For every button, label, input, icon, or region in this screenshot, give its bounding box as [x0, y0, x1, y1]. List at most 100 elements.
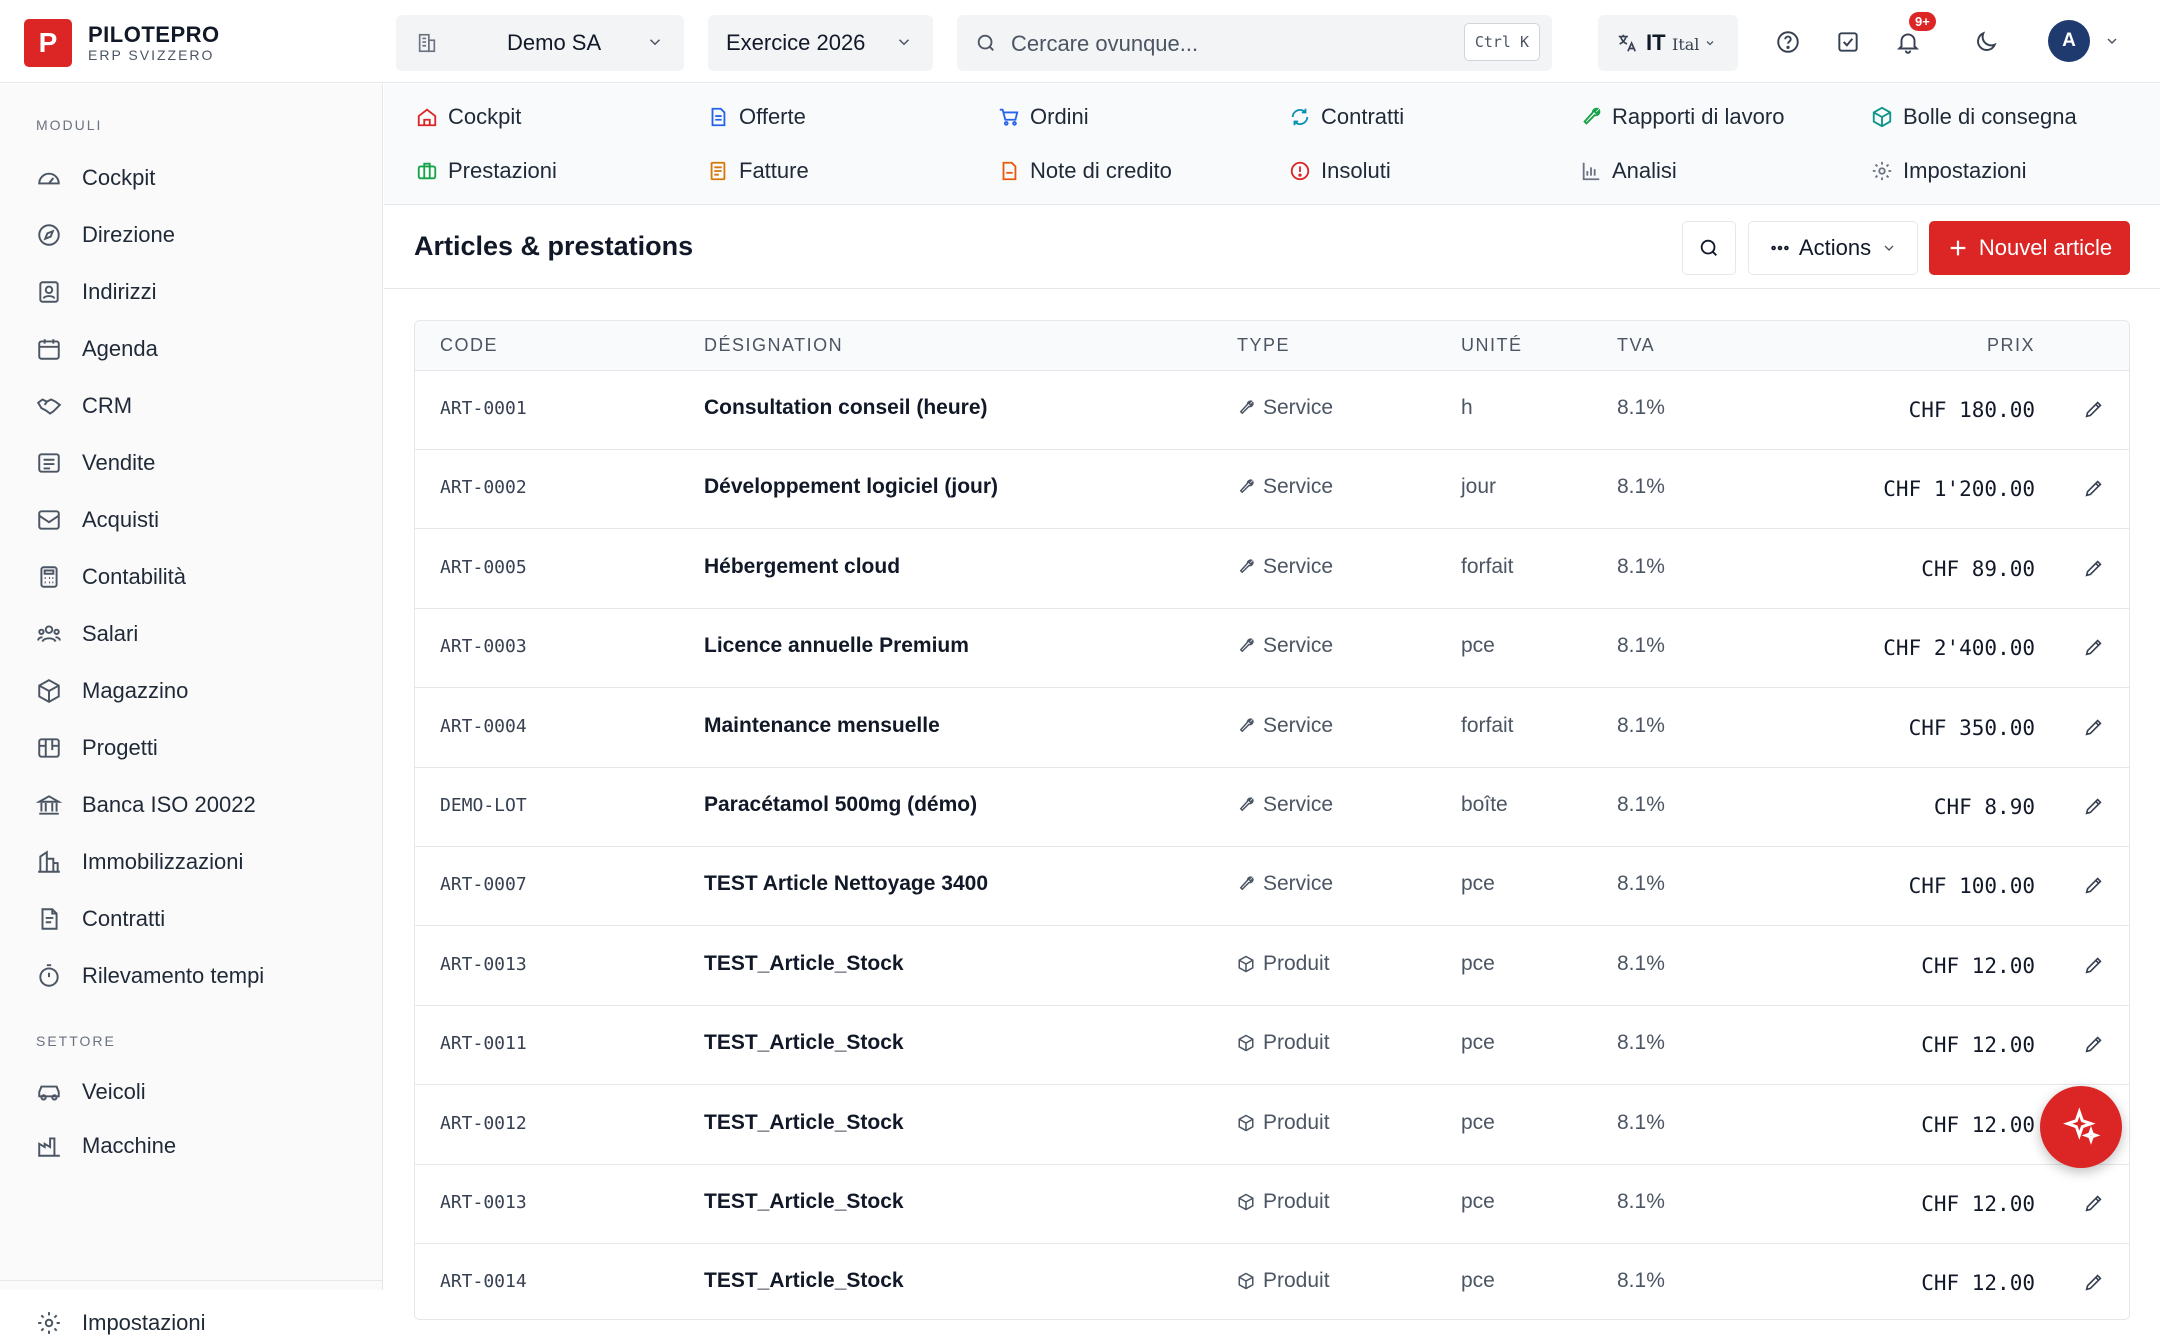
chevron-down-icon	[2104, 33, 2120, 49]
module-tab-prestazioni[interactable]: Prestazioni	[416, 158, 557, 184]
module-tab-rapporti-di-lavoro[interactable]: Rapporti di lavoro	[1580, 104, 1784, 130]
edit-row-button[interactable]	[2083, 795, 2105, 817]
fiscal-year-select[interactable]: Exercice 2026	[708, 15, 933, 71]
sidebar-item-banca[interactable]: Banca ISO 20022	[36, 792, 256, 818]
cell-designation[interactable]: Hébergement cloud	[704, 554, 901, 578]
edit-row-button[interactable]	[2083, 477, 2105, 499]
company-select[interactable]: Demo SA	[396, 15, 684, 71]
sidebar-item-contabilita[interactable]: Contabilità	[36, 564, 186, 590]
cell-designation[interactable]: TEST_Article_Stock	[704, 951, 904, 975]
sidebar-item-magazzino[interactable]: Magazzino	[36, 678, 188, 704]
module-tab-cockpit[interactable]: Cockpit	[416, 104, 521, 130]
module-tab-bolle-di-consegna[interactable]: Bolle di consegna	[1871, 104, 2077, 130]
edit-row-button[interactable]	[2083, 874, 2105, 896]
cell-type: Service	[1237, 555, 1333, 579]
table-row[interactable]: DEMO-LOT Paracétamol 500mg (démo) Service b…	[415, 768, 2129, 847]
cell-designation[interactable]: Maintenance mensuelle	[704, 713, 940, 737]
app-logo[interactable]: P PILOTEPRO ERP SVIZZERO	[24, 19, 220, 67]
module-tab-ordini[interactable]: Ordini	[998, 104, 1089, 130]
module-tab-fatture[interactable]: Fatture	[707, 158, 809, 184]
table-row[interactable]: ART-0002 Développement logiciel (jour) Ser…	[415, 450, 2129, 530]
edit-row-button[interactable]	[2083, 716, 2105, 738]
cell-type-label: Produit	[1263, 1269, 1330, 1293]
column-header-code[interactable]: CODE	[440, 335, 499, 355]
cell-designation[interactable]: Consultation conseil (heure)	[704, 396, 988, 419]
module-tab-note-di-credito[interactable]: Note di credito	[998, 158, 1172, 184]
table-row[interactable]: ART-0013 TEST_Article_Stock Produit pce 8.1%…	[415, 1165, 2129, 1244]
module-tab-analisi[interactable]: Analisi	[1580, 158, 1677, 184]
cell-unit: pce	[1461, 1269, 1495, 1293]
language-select[interactable]: IT Ital	[1598, 15, 1738, 71]
search-shortcut: Ctrl K	[1463, 23, 1540, 61]
gauge-icon	[38, 172, 60, 185]
notifications-button[interactable]: 9+	[1888, 12, 1936, 62]
translate-icon	[1616, 32, 1638, 54]
edit-row-button[interactable]	[2083, 1033, 2105, 1055]
edit-row-button[interactable]	[2083, 557, 2105, 579]
table-row[interactable]: ART-0003 Licence annuelle Premium Service p…	[415, 609, 2129, 689]
sidebar-item-salari[interactable]: Salari	[36, 621, 138, 647]
sidebar-item-label: Veicoli	[82, 1079, 146, 1104]
pencil-icon	[2083, 874, 2105, 896]
search-button[interactable]	[1682, 221, 1736, 275]
sidebar-item-vendite[interactable]: Vendite	[36, 450, 155, 476]
table-row[interactable]: ART-0014 TEST_Article_Stock Produit pce 8.1%…	[415, 1244, 2129, 1319]
cell-type-label: Service	[1263, 713, 1334, 737]
sidebar-item-macchine[interactable]: Macchine	[36, 1133, 176, 1159]
table-row[interactable]: ART-0012 TEST_Article_Stock Produit pce 8.1%…	[415, 1085, 2129, 1165]
sidebar-item-direzione[interactable]: Direzione	[36, 222, 175, 248]
cell-designation[interactable]: Paracétamol 500mg (démo)	[704, 793, 978, 816]
cell-designation[interactable]: TEST_Article_Stock	[704, 1031, 904, 1055]
car-icon	[38, 1085, 60, 1101]
table-row[interactable]: ART-0001 Consultation conseil (heure) Serv…	[415, 371, 2129, 450]
sidebar-item-progetti[interactable]: Progetti	[36, 735, 158, 761]
new-article-button[interactable]: Nouvel article	[1929, 221, 2130, 275]
cell-designation[interactable]: TEST_Article_Stock	[704, 1269, 904, 1293]
wrench-icon	[1237, 478, 1263, 496]
sidebar-item-rilevamento-tempi[interactable]: Rilevamento tempi	[36, 963, 264, 989]
module-tab-contratti[interactable]: Contratti	[1289, 104, 1404, 130]
actions-button[interactable]: Actions	[1748, 221, 1918, 275]
module-tab-offerte[interactable]: Offerte	[707, 104, 806, 130]
table-row[interactable]: ART-0011 TEST_Article_Stock Produit pce 8.1%…	[415, 1006, 2129, 1086]
column-header-tva[interactable]: TVA	[1617, 335, 1656, 355]
sidebar-item-crm[interactable]: CRM	[36, 393, 132, 419]
edit-row-button[interactable]	[2083, 1271, 2105, 1293]
dark-mode-toggle[interactable]	[1966, 22, 2006, 62]
cell-designation[interactable]: Licence annuelle Premium	[704, 634, 969, 658]
sidebar-item-veicoli[interactable]: Veicoli	[36, 1079, 146, 1105]
ai-assistant-button[interactable]	[2040, 1086, 2122, 1168]
module-tab-impostazioni[interactable]: Impostazioni	[1871, 158, 2027, 184]
user-menu[interactable]: A	[2048, 20, 2120, 62]
sidebar-item-impostazioni[interactable]: Impostazioni	[36, 1310, 206, 1336]
sidebar-item-indirizzi[interactable]: Indirizzi	[36, 279, 157, 305]
edit-row-button[interactable]	[2083, 398, 2105, 420]
cell-designation[interactable]: TEST_Article_Stock	[704, 1190, 904, 1213]
global-search[interactable]: Cercare ovunque... Ctrl K	[957, 15, 1552, 71]
cell-designation[interactable]: TEST Article Nettoyage 3400	[704, 872, 988, 896]
table-row[interactable]: ART-0007 TEST Article Nettoyage 3400 Servi…	[415, 847, 2129, 927]
tasks-button[interactable]	[1828, 22, 1868, 62]
table-row[interactable]: ART-0004 Maintenance mensuelle Service forf…	[415, 688, 2129, 768]
cell-code: ART-0002	[440, 477, 527, 499]
column-header-price[interactable]: PRIX	[1986, 335, 2035, 355]
cell-designation[interactable]: TEST_Article_Stock	[704, 1110, 904, 1134]
column-header-type[interactable]: TYPE	[1237, 335, 1291, 355]
column-header-unit[interactable]: UNITÉ	[1461, 335, 1523, 355]
module-tab-insoluti[interactable]: Insoluti	[1289, 158, 1391, 184]
sidebar-item-cockpit[interactable]: Cockpit	[36, 165, 155, 191]
sidebar-item-agenda[interactable]: Agenda	[36, 336, 158, 362]
sidebar-item-immobilizzazioni[interactable]: Immobilizzazioni	[36, 849, 243, 875]
sidebar-item-acquisti[interactable]: Acquisti	[36, 507, 159, 533]
column-header-designation[interactable]: DÉSIGNATION	[704, 335, 844, 355]
sidebar-item-contratti[interactable]: Contratti	[36, 906, 165, 932]
edit-row-button[interactable]	[2083, 954, 2105, 976]
cell-designation[interactable]: Développement logiciel (jour)	[704, 475, 999, 499]
edit-row-button[interactable]	[2083, 1192, 2105, 1214]
table-row[interactable]: ART-0013 TEST_Article_Stock Produit pce 8.1%…	[415, 926, 2129, 1006]
table-row[interactable]: ART-0005 Hébergement cloud Service forfait 8…	[415, 529, 2129, 609]
edit-row-button[interactable]	[2083, 636, 2105, 658]
help-button[interactable]	[1768, 22, 1808, 62]
cell-unit: pce	[1461, 634, 1495, 658]
module-tab-label: Bolle di consegna	[1903, 104, 2077, 129]
